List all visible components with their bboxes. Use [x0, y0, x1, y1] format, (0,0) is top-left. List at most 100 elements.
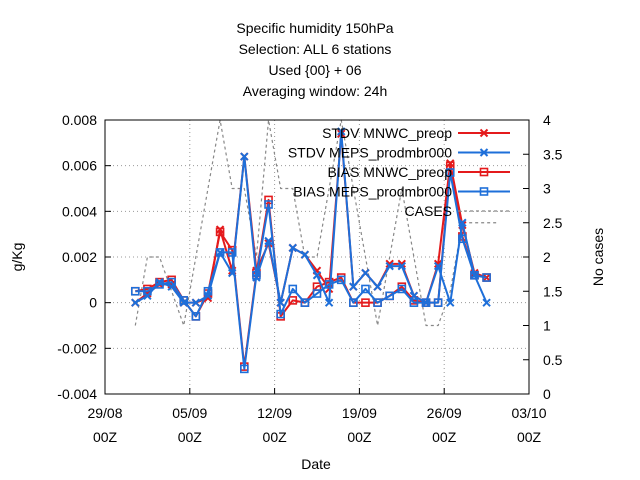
data-point: [409, 291, 419, 301]
marker-stroke: [143, 289, 152, 298]
marker-stroke: [312, 271, 322, 280]
marker-stroke: [446, 298, 455, 307]
marker-stroke: [433, 259, 443, 269]
x-tick-label: 03/10: [511, 405, 546, 421]
marker-stroke: [385, 261, 394, 271]
x-axis-label: Date: [301, 456, 331, 472]
marker-stroke: [349, 282, 358, 291]
x-tick-label: 00Z: [263, 429, 288, 445]
y2-tick-label: 3: [543, 181, 551, 197]
data-point: [482, 273, 491, 282]
data-point: [361, 298, 370, 307]
data-point: [373, 282, 382, 291]
series-stdv-meps-prodmbr000: [131, 127, 491, 307]
data-point: [336, 275, 346, 285]
legend-label: BIAS MNWC_preop: [328, 164, 453, 180]
data-point: [385, 261, 394, 271]
data-point: [385, 291, 394, 301]
data-point: [288, 284, 298, 294]
data-point: [143, 286, 152, 296]
y-tick-label: -0.004: [57, 386, 97, 402]
marker-stroke: [300, 250, 310, 259]
x-tick-label: 00Z: [432, 429, 457, 445]
data-point: [361, 268, 370, 278]
marker-stroke: [143, 291, 152, 301]
data-point: [300, 298, 310, 307]
marker-stroke: [397, 261, 407, 271]
marker-stroke: [288, 243, 297, 253]
title-line: Specific humidity 150hPa: [236, 20, 393, 36]
data-point: [143, 291, 152, 301]
x-tick-label: 00Z: [93, 429, 118, 445]
data-point: [312, 289, 322, 298]
data-point: [361, 284, 370, 294]
legend-label: STDV MNWC_preop: [322, 125, 452, 141]
y-tick-label: 0.002: [62, 249, 97, 265]
y2-tick-label: 2: [543, 249, 551, 265]
plot-series: [130, 119, 499, 374]
data-point: [288, 243, 297, 253]
series-cases: [134, 119, 499, 327]
data-point: [409, 298, 419, 307]
y2-tick-label: 4: [543, 112, 551, 128]
legend-item: BIAS MNWC_preop: [328, 164, 510, 180]
data-point: [446, 159, 455, 168]
x-tick-label: 00Z: [347, 429, 372, 445]
data-point: [167, 277, 176, 287]
y2-tick-label: 0: [543, 386, 551, 402]
y-axis-label: g/Kg: [9, 243, 25, 272]
data-point: [264, 236, 273, 246]
x-tick-label: 29/08: [87, 405, 122, 421]
data-point: [349, 298, 358, 307]
data-point: [203, 286, 213, 296]
y2-tick-label: 0.5: [543, 352, 563, 368]
data-point: [191, 298, 201, 307]
y2-tick-label: 3.5: [543, 146, 563, 162]
data-point: [482, 298, 491, 307]
data-point: [433, 298, 443, 307]
marker-stroke: [215, 225, 225, 234]
legend-item: CASES: [405, 203, 510, 219]
x-tick-label: 05/09: [172, 405, 207, 421]
marker-stroke: [179, 298, 188, 307]
x-tick-label: 00Z: [178, 429, 203, 445]
marker-stroke: [155, 277, 164, 287]
legend-item: STDV MNWC_preop: [322, 125, 510, 141]
data-point: [240, 364, 249, 374]
data-point: [264, 200, 273, 209]
legend-label: CASES: [405, 203, 452, 219]
x-tick-label: 00Z: [517, 429, 542, 445]
data-point: [373, 298, 382, 307]
marker-stroke: [191, 298, 201, 307]
series-line: [134, 130, 488, 304]
marker-stroke: [479, 148, 489, 157]
data-point: [215, 225, 225, 234]
data-point: [324, 280, 334, 289]
data-point: [421, 298, 431, 307]
data-point: [191, 312, 201, 321]
marker-stroke: [446, 159, 455, 168]
data-point: [337, 127, 346, 136]
legend-item: BIAS MEPS_prodmbr000: [293, 184, 510, 200]
grid: [105, 120, 529, 394]
marker-stroke: [482, 298, 491, 307]
data-point: [155, 280, 164, 289]
legend-marker: [479, 187, 489, 196]
title-line: Used {00} + 06: [268, 62, 361, 78]
data-point: [264, 195, 273, 205]
legend-label: BIAS MEPS_prodmbr000: [293, 184, 452, 200]
y-tick-label: 0.006: [62, 158, 97, 174]
legend-marker: [479, 148, 489, 157]
data-point: [324, 298, 334, 307]
series-bias-meps-prodmbr000: [130, 168, 491, 374]
legend-item: STDV MEPS_prodmbr000: [288, 145, 510, 161]
legend-marker: [479, 167, 489, 177]
chart-title: Specific humidity 150hPa Selection: ALL …: [236, 20, 393, 99]
x-tick-label: 19/09: [342, 405, 377, 421]
title-line: Selection: ALL 6 stations: [239, 41, 392, 57]
axes: -0.004 -0.002 0 0.002 0.004 0.006 0.008 0 0.5 1 1.…: [57, 112, 562, 445]
title-line: Averaging window: 24h: [243, 83, 388, 99]
y2-tick-label: 1: [543, 318, 551, 334]
data-point: [276, 309, 285, 319]
